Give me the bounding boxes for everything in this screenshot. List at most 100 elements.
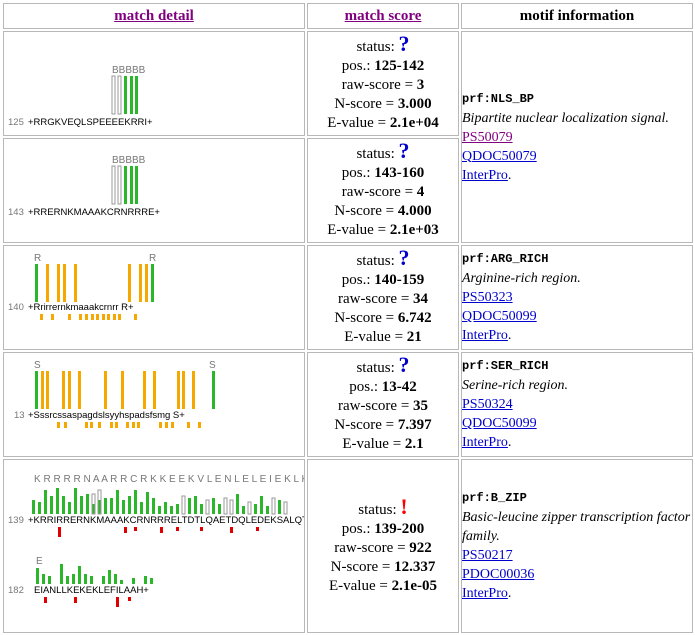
n-score-value: 12.337 [394,558,436,575]
match-score-cell: status: ! pos.: 139-200 raw-score = 922 … [307,459,459,633]
match-detail-link[interactable]: match detail [114,7,194,24]
profile-bars-second [36,564,153,584]
profile-bar [278,500,281,514]
profile-bar [116,490,119,514]
profile-labels: BBBBB [112,155,146,166]
sequence-text: +RRERNKMAAAKCRNRRRE+ [28,207,160,218]
profile-negative-bars [40,314,137,320]
motif-description: Arginine-rich region. [462,271,581,286]
position-value: 140-159 [374,272,425,288]
sequence-text-second: EIANLLKEKEKLEFILAAH+ [34,585,149,596]
e-value-value: 21 [406,329,422,345]
profile-bar [176,504,179,514]
profile-bar [139,264,142,302]
match-score-link[interactable]: match score [344,7,422,24]
profile-bar [260,496,263,514]
profile-bar [38,502,41,514]
header-motif-information: motif information [461,3,693,29]
profile-bar [151,264,154,302]
profile-bar [254,504,257,514]
match-score-cell: status: ? pos.: 143-160 raw-score = 4 N-… [307,138,459,243]
motif-id: prf:ARG_RICH [462,252,549,266]
prosite-link[interactable]: PS50323 [462,290,513,305]
profile-labels: K R R R R N A A R R C R K K E E K V L E … [34,474,304,485]
profile-label-right: R [149,253,156,264]
doc-link[interactable]: QDOC50099 [462,416,537,431]
match-row: S S 13 [3,352,693,457]
prosite-link[interactable]: PS50324 [462,397,513,412]
profile-bar [128,264,131,302]
profile-bar [242,506,245,514]
sequence-start-second: 182 [8,585,24,596]
profile-bars [35,371,215,409]
doc-link[interactable]: QDOC50099 [462,309,537,324]
interpro-link[interactable]: InterPro [462,586,508,601]
prosite-link[interactable]: PS50079 [462,129,513,145]
match-score-cell: status: ? pos.: 13-42 raw-score = 35 N-s… [307,352,459,457]
profile-bar [121,371,124,409]
profile-bar [194,496,197,514]
match-detail-cell: BBBBB 143 +RRERNKMAAAKCRNRRRE+ [3,138,305,243]
profile-bar [78,371,81,409]
raw-score-value: 922 [409,539,432,556]
profile-bar [128,496,131,514]
match-profile-graphic: R R 140 +Rrirrernkmaaakcrnrr R+ [8,253,156,320]
match-score-cell: status: ? pos.: 125-142 raw-score = 3 N-… [307,31,459,136]
match-profile-graphic: K R R R R N A A R R C R K K E E K V L E … [8,474,304,607]
profile-bar [35,371,38,409]
profile-bar [44,490,47,514]
interpro-link[interactable]: InterPro [462,167,508,183]
profile-labels: BBBBB [112,65,146,76]
motif-description: Serine-rich region. [462,378,569,393]
status-symbol: ? [398,31,410,56]
n-score-value: 4.000 [397,203,432,219]
profile-bars [111,165,138,205]
profile-bar [212,498,215,514]
match-score-cell: status: ? pos.: 140-159 raw-score = 34 N… [307,245,459,350]
profile-bar [158,506,161,514]
match-detail-cell: S S 13 [3,352,305,457]
header-match-score[interactable]: match score [307,3,459,29]
profile-bar [164,502,167,514]
position-value: 13-42 [381,379,417,395]
interpro-link[interactable]: InterPro [462,435,508,450]
profile-bar [117,165,122,205]
profile-bar [74,264,77,302]
profile-bar [46,371,49,409]
sequence-start: 139 [8,515,24,526]
match-row: BBBBB 143 +RRERNKMAAAKCRNRRRE+ status: ?… [3,138,693,243]
prosite-link[interactable]: PS50217 [462,548,513,563]
profile-bar [98,500,101,514]
profile-bar [122,500,125,514]
doc-link[interactable]: QDOC50079 [462,148,537,164]
status-symbol: ? [398,245,410,270]
profile-bars [32,488,281,514]
profile-bar [62,371,65,409]
match-row: K R R R R N A A R R C R K K E E K V L E … [3,459,693,633]
raw-score-value: 35 [413,398,429,414]
doc-link[interactable]: PDOC00036 [462,567,535,582]
profile-bar [266,506,269,514]
match-detail-cell: K R R R R N A A R R C R K K E E K V L E … [3,459,305,633]
profile-bar [124,166,127,204]
status-symbol: ! [400,493,408,519]
match-row: BBBBB 125 +RRGKVEQLSPEEEEKRRI+ status: ?… [3,31,693,243]
profile-bar [32,500,35,514]
profile-bar [153,371,156,409]
profile-label-right: S [209,360,216,371]
profile-bar [111,75,116,115]
profile-bar [146,492,149,514]
profile-bar [200,504,203,514]
position-value: 143-160 [374,165,425,181]
profile-bar [130,166,133,204]
position-value: 125-142 [374,58,425,74]
n-score-value: 7.397 [397,417,432,433]
e-value-value: 2.1e+03 [389,222,439,238]
header-match-detail[interactable]: match detail [3,3,305,29]
profile-bar [145,264,148,302]
profile-bar [130,76,133,114]
profile-bar [188,498,191,514]
profile-bar [63,264,66,302]
interpro-link[interactable]: InterPro [462,328,508,343]
